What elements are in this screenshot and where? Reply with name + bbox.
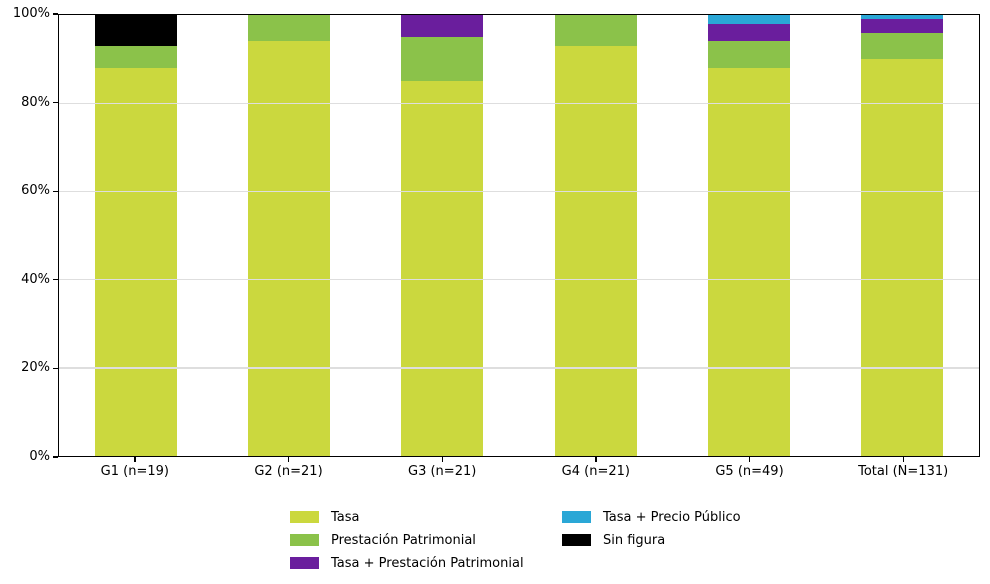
bar-segment bbox=[707, 23, 790, 42]
bar-slot bbox=[59, 15, 212, 456]
y-tick-mark bbox=[53, 279, 58, 281]
x-tick-mark bbox=[902, 457, 904, 462]
bar-segment bbox=[94, 45, 177, 68]
bar bbox=[94, 15, 177, 456]
legend-swatch-icon bbox=[290, 534, 319, 546]
x-tick-label: G5 (n=49) bbox=[715, 464, 784, 479]
bar-segment bbox=[401, 37, 484, 82]
x-tick-mark bbox=[595, 457, 597, 462]
legend-label: Tasa + Precio Público bbox=[603, 509, 741, 525]
bar bbox=[401, 15, 484, 456]
bar-slot bbox=[212, 15, 365, 456]
legend-column-1: Tasa Prestación Patrimonial Tasa + Prestac… bbox=[290, 509, 524, 571]
x-tick-label: G1 (n=19) bbox=[100, 464, 169, 479]
legend-item: Tasa bbox=[290, 509, 524, 525]
y-tick-mark bbox=[53, 13, 58, 15]
legend-swatch-icon bbox=[562, 511, 591, 523]
y-tick-label: 0% bbox=[29, 449, 50, 464]
bar-slot bbox=[826, 15, 979, 456]
bar-segment bbox=[861, 32, 944, 60]
x-tick-mark bbox=[748, 457, 751, 462]
legend-swatch-icon bbox=[290, 557, 319, 569]
legend-column-2: Tasa + Precio Público Sin figura bbox=[562, 509, 741, 548]
x-tick-label: G3 (n=21) bbox=[408, 464, 477, 479]
legend-label: Prestación Patrimonial bbox=[331, 532, 476, 548]
bar-segment bbox=[861, 59, 944, 456]
bar bbox=[554, 15, 637, 456]
x-tick-label: G4 (n=21) bbox=[561, 464, 630, 479]
bar-slot bbox=[672, 15, 825, 456]
y-tick-label: 60% bbox=[21, 183, 50, 199]
legend-label: Tasa + Prestación Patrimonial bbox=[331, 555, 524, 571]
legend-swatch-icon bbox=[290, 511, 319, 523]
legend-label: Sin figura bbox=[603, 532, 666, 548]
y-tick-label: 20% bbox=[21, 360, 50, 376]
bar bbox=[247, 15, 330, 456]
legend-item: Tasa + Prestación Patrimonial bbox=[290, 555, 524, 571]
legend-item: Sin figura bbox=[562, 532, 741, 548]
plot-area bbox=[58, 14, 980, 457]
legend-item: Prestación Patrimonial bbox=[290, 532, 524, 548]
bar-segment bbox=[554, 15, 637, 46]
bar-segment bbox=[707, 41, 790, 68]
y-tick-mark bbox=[53, 367, 58, 370]
y-tick-label: 40% bbox=[21, 271, 50, 287]
bar-segment bbox=[861, 19, 944, 33]
legend-item: Tasa + Precio Público bbox=[562, 509, 741, 525]
bar-segment bbox=[707, 15, 790, 24]
y-tick-mark bbox=[53, 456, 58, 458]
bar-slot bbox=[519, 15, 672, 456]
x-tick-mark bbox=[134, 457, 136, 462]
x-tick-label: Total (N=131) bbox=[858, 464, 949, 479]
legend-label: Tasa bbox=[331, 509, 360, 525]
bar-segment bbox=[247, 15, 330, 42]
y-tick-label: 80% bbox=[21, 94, 50, 110]
gridline bbox=[59, 367, 979, 369]
gridline bbox=[59, 190, 979, 193]
bar-segment bbox=[861, 15, 944, 20]
y-tick-label: 100% bbox=[12, 6, 50, 21]
gridline bbox=[59, 102, 979, 104]
bar-segment bbox=[94, 67, 177, 456]
y-tick-mark bbox=[53, 102, 58, 104]
bar-segment bbox=[401, 15, 484, 38]
bars bbox=[59, 15, 979, 456]
bar-segment bbox=[247, 41, 330, 456]
x-tick-mark bbox=[287, 457, 290, 462]
bar-slot bbox=[366, 15, 519, 456]
bar bbox=[707, 15, 790, 456]
bar-segment bbox=[554, 45, 637, 456]
x-tick-mark bbox=[441, 457, 443, 462]
x-tick-label: G2 (n=21) bbox=[254, 464, 323, 479]
bar-segment bbox=[401, 81, 484, 456]
bar-segment bbox=[94, 15, 177, 46]
legend-swatch-icon bbox=[562, 534, 591, 546]
bar-segment bbox=[707, 67, 790, 456]
gridline bbox=[59, 278, 979, 281]
y-tick-mark bbox=[53, 190, 58, 192]
bar bbox=[861, 15, 944, 456]
